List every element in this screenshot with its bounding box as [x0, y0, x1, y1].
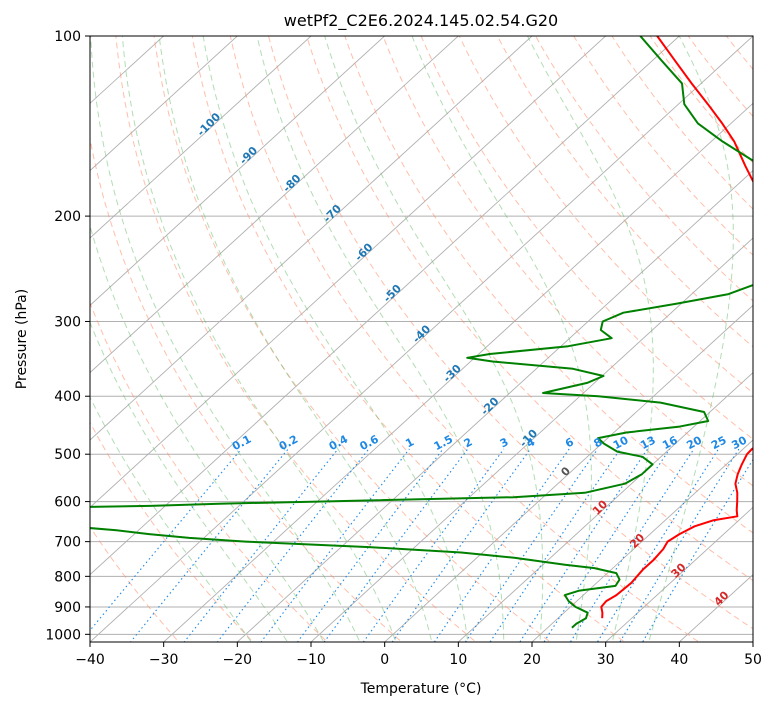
x-tick-label: −10 — [296, 652, 326, 668]
mixing-ratio-label: 20 — [684, 433, 704, 452]
dewpoint-profile-line — [90, 36, 753, 629]
dry-adiabat-line — [458, 36, 753, 394]
x-axis-label: Temperature (°C) — [360, 681, 482, 697]
x-tick-label: 10 — [449, 652, 467, 668]
moist-adiabat-line — [90, 321, 289, 642]
dry-adiabat-line — [115, 36, 477, 642]
temperature-profile-line — [600, 36, 753, 619]
dry-adiabat-line — [496, 36, 753, 348]
mixing-ratio-line — [519, 448, 649, 642]
moist-adiabat-line — [527, 36, 654, 642]
mixing-ratio-label: 30 — [729, 433, 749, 452]
x-tick-label: 20 — [523, 652, 541, 668]
y-tick-label: 100 — [54, 29, 81, 45]
dry-adiabat-line — [754, 23, 775, 647]
axis-layer: −40 −30 −20 −10 0 10 20 30 40 50 100 200 300 400 500 60… — [45, 29, 762, 668]
moist-adiabat-line — [90, 36, 361, 642]
mixing-ratio-line — [596, 448, 719, 642]
x-tick-label: 40 — [670, 652, 688, 668]
plot-frame — [89, 35, 754, 643]
isotherm-line — [90, 36, 386, 306]
moist-adiabat-line — [90, 396, 252, 642]
dry-adiabat-line — [90, 136, 403, 642]
isotherm-line — [236, 170, 753, 642]
x-tick-label: 30 — [597, 652, 615, 668]
y-axis-label: Pressure (hPa) — [14, 289, 30, 389]
isotherm-line — [384, 304, 753, 642]
isotherm-line — [90, 36, 238, 172]
mixing-ratio-line — [391, 448, 531, 642]
isotherm-line — [163, 102, 753, 642]
dry-adiabat-line — [229, 36, 700, 642]
y-tick-label: 800 — [54, 569, 81, 585]
x-tick-label: −40 — [75, 652, 105, 668]
isotherm-line — [90, 36, 753, 642]
x-tick-label: 0 — [380, 652, 389, 668]
dry-adiabat-line — [90, 421, 254, 642]
y-tick-label: 700 — [54, 535, 81, 551]
isotherm-line — [90, 36, 607, 508]
y-tick-label: 500 — [54, 447, 81, 463]
isotherm-line — [90, 36, 533, 441]
mixing-ratio-line — [489, 448, 621, 642]
mixing-ratio-line — [183, 448, 339, 642]
y-tick-label: 300 — [54, 314, 81, 330]
isotherm-line — [90, 36, 680, 576]
mixing-ratio-label: 25 — [709, 434, 729, 453]
dry-adiabat-line — [306, 36, 753, 582]
moist-adiabat-line — [158, 36, 433, 642]
isotherm-line — [457, 372, 753, 642]
moist-adiabat-line — [202, 36, 469, 642]
mixing-ratio-line — [90, 448, 242, 632]
mixing-ratio-line — [260, 448, 410, 642]
moist-adiabat-line — [256, 36, 505, 642]
isotherm-line — [605, 506, 753, 642]
dry-adiabat-line — [420, 36, 753, 440]
series-layer — [90, 36, 753, 629]
x-tick-label: −20 — [223, 652, 253, 668]
moist-adiabat-line — [411, 36, 592, 642]
dry-adiabat-line — [90, 301, 329, 642]
x-tick-label: 50 — [744, 652, 762, 668]
y-tick-label: 200 — [54, 209, 81, 225]
mixing-ratio-line — [129, 448, 289, 642]
mixing-ratio-label: 16 — [660, 433, 680, 452]
y-tick-label: 1000 — [45, 627, 81, 643]
dry-adiabat-line — [191, 36, 626, 642]
y-tick-label: 400 — [54, 389, 81, 405]
x-tick-label: −30 — [149, 652, 179, 668]
y-tick-label: 900 — [54, 600, 81, 616]
grid-layer — [90, 23, 775, 647]
mixing-ratio-label: 10 — [611, 433, 631, 452]
moist-adiabat-line — [648, 36, 734, 642]
isotherm-line — [90, 36, 312, 239]
dry-adiabat-line — [382, 36, 753, 487]
mixing-ratio-line — [619, 448, 740, 642]
isotherm-line — [310, 237, 753, 642]
mixing-ratio-line — [362, 448, 505, 642]
chart-title: wetPf2_C2E6.2024.145.02.54.G20 — [284, 11, 558, 31]
isotherm-line — [90, 36, 459, 374]
y-tick-label: 600 — [54, 495, 81, 511]
moist-adiabat-line — [121, 36, 397, 642]
mixing-ratio-label: 13 — [638, 434, 658, 453]
dry-adiabat-line — [344, 36, 753, 534]
mixing-ratio-line — [641, 458, 753, 642]
